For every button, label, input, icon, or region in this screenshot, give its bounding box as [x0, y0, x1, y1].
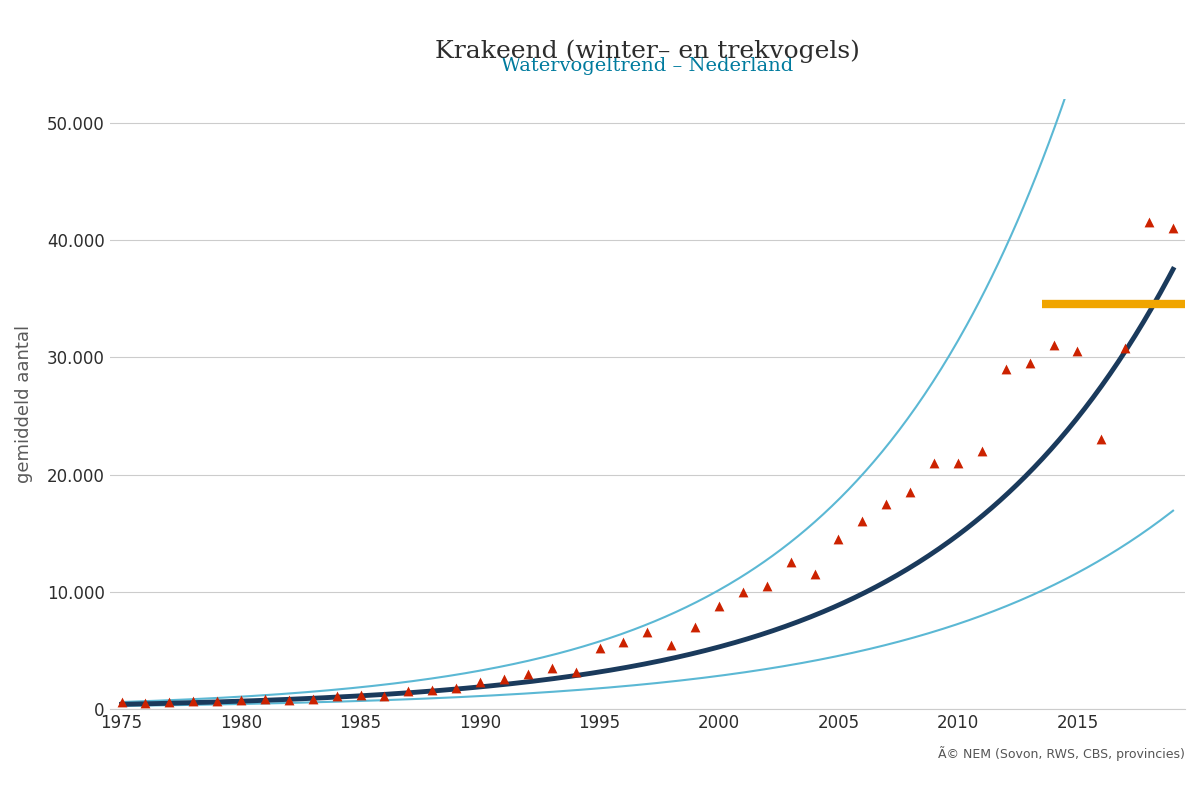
- Point: [328, 690, 347, 702]
- Text: Watervogeltrend – Nederland: Watervogeltrend – Nederland: [502, 57, 793, 75]
- Point: [781, 556, 800, 569]
- Point: [518, 667, 538, 680]
- Point: [184, 694, 203, 707]
- Point: [374, 690, 394, 702]
- Point: [1044, 339, 1063, 352]
- Point: [805, 568, 824, 581]
- Point: [877, 498, 896, 510]
- Point: [398, 685, 418, 698]
- Point: [208, 694, 227, 707]
- Point: [232, 694, 251, 706]
- Point: [853, 515, 872, 528]
- Point: [1164, 222, 1183, 234]
- Title: Krakeend (winter– en trekvogels): Krakeend (winter– en trekvogels): [434, 39, 859, 62]
- Point: [829, 533, 848, 546]
- Y-axis label: gemiddeld aantal: gemiddeld aantal: [14, 325, 34, 483]
- Point: [972, 445, 991, 458]
- Point: [280, 694, 299, 706]
- Point: [661, 638, 680, 651]
- Point: [637, 626, 656, 638]
- Point: [494, 672, 514, 685]
- Point: [614, 636, 634, 649]
- Point: [1068, 345, 1087, 358]
- Point: [709, 599, 728, 612]
- Point: [996, 362, 1015, 375]
- Point: [160, 696, 179, 709]
- Point: [924, 456, 943, 469]
- Point: [446, 682, 466, 694]
- Point: [566, 665, 586, 678]
- Point: [590, 642, 610, 654]
- Point: [304, 692, 323, 705]
- Point: [900, 486, 919, 498]
- Point: [685, 621, 704, 634]
- Point: [112, 696, 131, 709]
- Point: [1116, 342, 1135, 354]
- Point: [542, 662, 562, 674]
- Text: Ã© NEM (Sovon, RWS, CBS, provincies): Ã© NEM (Sovon, RWS, CBS, provincies): [938, 746, 1186, 761]
- Point: [948, 456, 967, 469]
- Point: [1092, 433, 1111, 446]
- Point: [757, 579, 776, 592]
- Point: [136, 697, 155, 710]
- Point: [350, 689, 370, 702]
- Point: [1140, 216, 1159, 229]
- Point: [470, 676, 490, 689]
- Point: [422, 684, 442, 697]
- Point: [256, 692, 275, 705]
- Point: [1020, 357, 1039, 370]
- Point: [733, 586, 752, 598]
